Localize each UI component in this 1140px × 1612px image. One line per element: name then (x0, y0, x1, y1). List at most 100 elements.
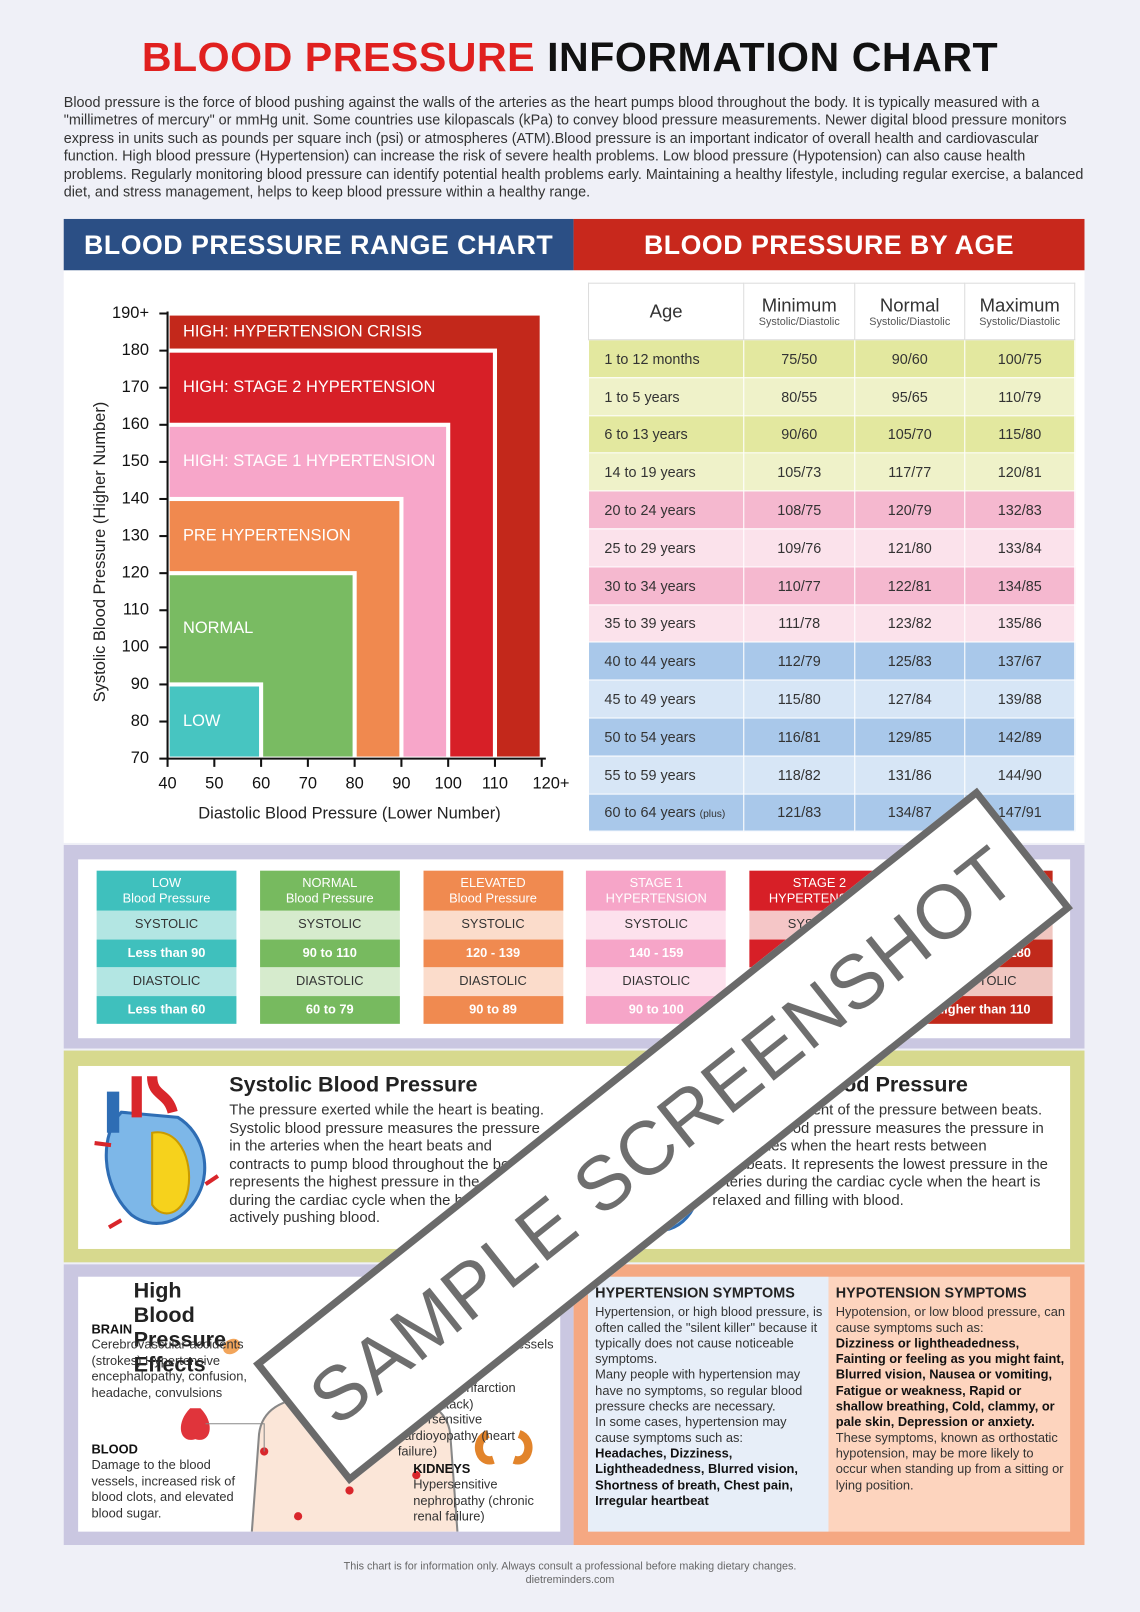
bp-value: 135/86 (997, 615, 1042, 632)
bp-value: 110/77 (777, 577, 821, 594)
title-black: INFORMATION CHART (547, 34, 999, 81)
table-cell: 25 to 29 years (587, 528, 745, 568)
pointer-line (205, 1423, 265, 1452)
symptom-title: HYPERTENSION SYMPTOMS (595, 1283, 795, 1301)
effect-text: Damage to the blood vessels, increased r… (91, 1458, 236, 1520)
y-tick-label: 70 (131, 749, 149, 767)
table-cell: 125/83 (854, 641, 966, 681)
header-text: Minimum (761, 295, 837, 316)
card-label: DIASTOLIC (96, 967, 237, 996)
table-cell: 135/86 (964, 604, 1076, 643)
table-row: 35 to 39 years 111/78 123/82 135/86 (587, 604, 1076, 643)
table-cell: 139/88 (964, 679, 1076, 719)
effect-label: BLOOD (91, 1442, 138, 1457)
y-tick-label: 120 (122, 564, 149, 582)
bp-value: 105/70 (887, 426, 932, 443)
region-label: NORMAL (183, 619, 253, 637)
heart-illustration (94, 1075, 220, 1230)
symptom-list: Headaches, Dizziness, Lightheadedness, B… (595, 1446, 798, 1508)
x-tick-label: 120+ (532, 775, 569, 793)
table-row: 40 to 44 years 112/79 125/83 137/67 (587, 641, 1076, 681)
table-cell: 110/79 (964, 377, 1076, 416)
bp-value: 134/85 (997, 577, 1042, 594)
header-cell: Age (587, 282, 745, 341)
table-cell: 35 to 39 years (587, 604, 745, 643)
region-label: LOW (183, 712, 221, 730)
table-cell: 122/81 (854, 566, 966, 606)
age-range: 14 to 19 years (604, 463, 696, 481)
effect-label: BRAIN (91, 1321, 133, 1337)
effect-item: KIDNEYS Hypersensitive nephropathy (chron… (413, 1462, 552, 1525)
bp-value: 133/84 (997, 539, 1042, 556)
table-cell: 110/77 (743, 566, 856, 606)
effect-item: BLOOD Damage to the blood vessels, increa… (91, 1442, 235, 1521)
x-tick-label: 80 (345, 775, 363, 793)
heart-chamber (151, 1131, 191, 1215)
table-cell: 30 to 34 years (587, 566, 745, 606)
card-title: STAGE 2 (792, 875, 847, 891)
header-cell: Normal Systolic/Diastolic (854, 282, 966, 341)
table-cell: 95/65 (854, 377, 966, 416)
y-tick-label: 140 (122, 489, 149, 507)
card-label: DIASTOLIC (423, 967, 563, 996)
table-cell: 40 to 44 years (587, 641, 745, 681)
symptom-text: Hypertension, or high blood pressure, is… (595, 1304, 823, 1367)
bp-value: 125/83 (887, 653, 932, 670)
symptom-text: These symptoms, known as orthostatic hyp… (835, 1430, 1064, 1493)
explain-lead: The pressure exerted while the heart is … (229, 1101, 545, 1119)
x-axis-label: Diastolic Blood Pressure (Lower Number) (198, 804, 500, 822)
age-range: 55 to 59 years (604, 766, 696, 783)
region-label: HIGH: HYPERTENSION CRISIS (183, 322, 422, 340)
y-tick-label: 180 (122, 341, 149, 359)
x-tick-label: 60 (252, 775, 270, 793)
effects-title: High Blood Pressure Effects (133, 1278, 227, 1377)
table-cell: 144/90 (964, 755, 1076, 795)
table-cell: 123/82 (854, 604, 966, 643)
table-cell: 117/77 (854, 452, 966, 492)
bp-value: 129/85 (887, 728, 932, 746)
header-text: Normal (879, 295, 940, 316)
heart-arrows (94, 1141, 220, 1230)
y-tick-label: 80 (131, 712, 149, 730)
table-row: 25 to 29 years 109/76 121/80 133/84 (587, 528, 1076, 568)
symptom-list: Dizziness or lightheadedness, Fainting o… (835, 1336, 1065, 1430)
x-tick-label: 70 (299, 775, 317, 793)
bp-value: 122/81 (887, 577, 932, 594)
card-value: 90 to 110 (259, 939, 400, 968)
bp-value: 121/83 (777, 804, 822, 821)
card-header: NORMAL Blood Pressure (259, 870, 400, 911)
table-cell: 60 to 64 years (plus) (587, 793, 745, 832)
card-title: HYPERTENSION (605, 891, 707, 906)
age-range: 1 to 12 months (604, 350, 700, 367)
table-cell: 109/76 (743, 528, 856, 568)
table-cell: 116/81 (743, 717, 856, 757)
y-tick-label: 100 (122, 638, 149, 656)
explain-text: Systolic blood pressure measures the pre… (229, 1119, 541, 1227)
table-row: 50 to 54 years 116/81 129/85 142/89 (587, 717, 1076, 757)
category-card: LOW Blood Pressure SYSTOLIC Less than 90 DIA… (96, 870, 237, 1024)
bp-value: 134/87 (887, 804, 932, 821)
effect-label: KIDNEYS (413, 1461, 471, 1477)
table-cell: 6 to 13 years (587, 414, 745, 454)
symptom-title: HYPOTENSION SYMPTOMS (835, 1283, 1027, 1301)
card-value: Less than 60 (96, 995, 237, 1024)
table-cell: 129/85 (854, 717, 966, 757)
card-title: LOW (151, 875, 182, 891)
region-label: HIGH: STAGE 1 HYPERTENSION (183, 452, 435, 470)
table-cell: 121/83 (743, 793, 856, 832)
x-tick-label: 90 (392, 775, 410, 793)
card-title: NORMAL (302, 875, 358, 891)
bp-value: 105/73 (777, 463, 822, 481)
table-cell: 115/80 (964, 414, 1076, 454)
card-label: SYSTOLIC (586, 910, 727, 940)
y-tick-label: 190+ (112, 304, 149, 322)
symptom-text: In some cases, hypertension may cause sy… (595, 1414, 787, 1445)
age-note: (plus) (699, 809, 726, 821)
range-chart: LOW NORMAL PRE HYPERTENSION HIGH: STAGE 1 H… (91, 304, 569, 823)
table-cell: 134/85 (964, 566, 1076, 606)
card-value: Less than 90 (96, 939, 237, 968)
age-range: 35 to 39 years (604, 615, 696, 632)
category-card: STAGE 1 HYPERTENSION SYSTOLIC 140 - 159 DIAS… (586, 870, 727, 1024)
bp-value: 147/91 (997, 804, 1042, 821)
